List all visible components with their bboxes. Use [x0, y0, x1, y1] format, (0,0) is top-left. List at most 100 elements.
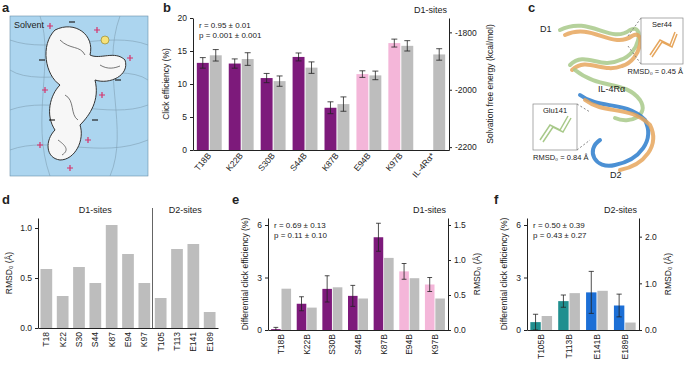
error-bar: [359, 71, 365, 78]
tick: 0.0: [448, 325, 466, 335]
tick-mark: [524, 225, 527, 226]
error-bar: [277, 76, 283, 86]
error-bar: [617, 294, 622, 317]
tick-mark: [449, 32, 452, 33]
panel-label: c: [528, 0, 535, 15]
chart-title: D1-sites: [413, 205, 447, 215]
bar: [401, 46, 413, 150]
tick-label: S44B: [353, 334, 363, 355]
residue-label: Glu141: [543, 106, 567, 115]
tick: 1.0: [639, 279, 657, 289]
tick-label: 0.0: [454, 325, 466, 335]
bar: [384, 258, 394, 330]
bar: [307, 308, 317, 330]
axis-title: RMSD₀ (Å): [663, 253, 673, 295]
panel-b: b05101520-2200-2000-1800T18BK22BS30BS44B…: [161, 0, 495, 179]
tick: K87B: [379, 330, 389, 355]
error-bar: [200, 58, 206, 69]
axis: T105BT113BE141BE189B: [528, 330, 640, 360]
tick-label: K87B: [379, 334, 389, 355]
axis-line: [268, 219, 269, 331]
tick: 5: [182, 112, 193, 122]
tick: E94: [123, 328, 133, 347]
inset-box: [641, 18, 683, 64]
axis: T18BK22BS30BS44BK87BE94BK97BIL-4Rα*: [192, 150, 449, 179]
tick-mark: [190, 117, 193, 118]
error-bar: [391, 39, 397, 47]
panel-c: cD1IL-4RαD2Ser44RMSD₀ = 0.45 ÅGlu141RMSD…: [528, 0, 683, 180]
tick-label: K97B: [384, 151, 405, 174]
tick-label: S30B: [327, 334, 337, 355]
bar: [293, 57, 305, 150]
charge-glyph: [37, 142, 43, 148]
tick-label: 1.5: [454, 220, 466, 230]
tick: 0: [182, 145, 193, 155]
tick: 6: [257, 220, 268, 230]
tick-label: K22B: [224, 151, 245, 174]
axis-title: RMSD₀ (Å): [4, 252, 14, 294]
error-bar: [376, 223, 381, 251]
panel-f: f0360.01.02.0T105BT113BE141BE189BDiffere…: [494, 192, 673, 360]
error-bar: [533, 314, 538, 330]
tick-label: E141B: [592, 334, 602, 360]
charge-glyph: [85, 137, 91, 143]
protein-ribbon: [585, 100, 653, 170]
tick-mark: [639, 283, 642, 284]
tick: K97B: [430, 330, 440, 355]
tick: 0.0: [639, 325, 657, 335]
tick-label: 3: [257, 273, 262, 283]
tick-label: E189: [205, 332, 215, 352]
tick: 1.0: [448, 255, 466, 265]
tick-mark: [265, 330, 268, 331]
tick: -1800: [449, 28, 477, 38]
tick-label: -1800: [455, 28, 477, 38]
annotation: D2-sites: [169, 205, 203, 215]
baseline: [39, 328, 219, 329]
tick-mark: [35, 328, 38, 329]
solvent-box: [10, 16, 148, 176]
tick-label: 20: [178, 13, 188, 23]
axis: T18BK22BS30BS44BK87BE94BK97B: [269, 330, 449, 355]
bar: [369, 75, 381, 150]
error-bar: [589, 271, 594, 313]
error-bar: [245, 53, 251, 66]
axis: 0.01.02.0: [639, 219, 657, 336]
annotation: r = 0.95 ± 0.01: [199, 21, 251, 30]
marks: [530, 271, 635, 330]
bar: [433, 54, 445, 150]
tick: E189B: [620, 330, 630, 360]
tick: -2000: [449, 85, 477, 95]
rmsd-label: RMSD₀ = 0.45 Å: [628, 67, 683, 76]
annotation: r = 0.69 ± 0.13: [274, 221, 326, 230]
tick-label: K22: [58, 332, 68, 347]
tick-label: 5: [182, 112, 187, 122]
panel-a: aSolvent: [2, 0, 148, 176]
charge-glyph: [94, 27, 100, 33]
charge-glyph: [127, 55, 133, 61]
bar: [187, 244, 199, 328]
bar: [261, 78, 273, 150]
tick-label: 15: [178, 46, 188, 56]
tick: 0.5: [448, 290, 466, 300]
charge-glyph: [49, 119, 55, 120]
bar: [435, 299, 445, 331]
axis: 036: [516, 219, 527, 336]
axis-line: [527, 219, 528, 331]
tick: S30: [74, 328, 84, 347]
charge-glyph: [67, 165, 73, 171]
bar: [197, 63, 209, 150]
tick: 3: [516, 273, 527, 283]
inset-link: [577, 104, 590, 150]
site-marker: [101, 36, 109, 44]
plot: 0360.00.51.01.5T18BK22BS30BS44BK87BE94BK…: [240, 205, 482, 355]
bar: [242, 59, 254, 150]
chart-title: D2-sites: [604, 205, 638, 215]
tick: E141B: [592, 330, 602, 360]
inset-box: [533, 104, 577, 150]
tick-mark: [449, 90, 452, 91]
bar: [122, 254, 134, 328]
tick-label: E94B: [404, 334, 414, 355]
tick: 15: [178, 46, 193, 56]
residue-label: Ser44: [652, 20, 672, 29]
section-divider: [152, 208, 153, 328]
